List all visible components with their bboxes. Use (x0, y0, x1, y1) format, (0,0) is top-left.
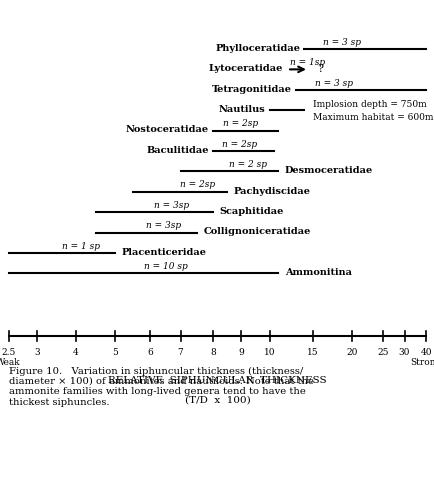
Text: n = 1 sp: n = 1 sp (62, 241, 100, 250)
Text: Nostoceratidae: Nostoceratidae (125, 125, 208, 134)
Text: n = 1sp: n = 1sp (290, 58, 325, 67)
Text: n = 3sp: n = 3sp (154, 200, 189, 209)
Text: Phylloceratidae: Phylloceratidae (215, 44, 299, 53)
Text: Desmoceratidae: Desmoceratidae (284, 166, 372, 175)
Text: n = 3 sp: n = 3 sp (322, 38, 360, 47)
Text: Baculitidae: Baculitidae (146, 145, 208, 154)
Text: n = 2sp: n = 2sp (180, 180, 214, 189)
Text: Placenticeridae: Placenticeridae (122, 247, 206, 257)
Text: Maximum habitat = 600m: Maximum habitat = 600m (312, 113, 433, 122)
Text: 10: 10 (263, 348, 275, 356)
Text: Weak: Weak (0, 357, 21, 366)
Text: (T/D  x  100): (T/D x 100) (184, 395, 250, 404)
Text: 20: 20 (346, 348, 357, 356)
Text: Nautilus: Nautilus (218, 105, 265, 114)
Text: ?: ? (317, 64, 323, 74)
Text: RELATIVE  SIPHUNCULAR  THICKNESS: RELATIVE SIPHUNCULAR THICKNESS (108, 375, 326, 384)
Text: 15: 15 (307, 348, 318, 356)
Text: 9: 9 (238, 348, 244, 356)
Text: n = 2sp: n = 2sp (222, 119, 257, 128)
Text: 30: 30 (398, 348, 409, 356)
Text: 7: 7 (177, 348, 183, 356)
Text: n = 2 sp: n = 2 sp (229, 160, 267, 169)
Text: 3: 3 (34, 348, 39, 356)
Text: 4: 4 (73, 348, 79, 356)
Text: Implosion depth = 750m: Implosion depth = 750m (312, 100, 426, 109)
Text: n = 10 sp: n = 10 sp (143, 262, 187, 271)
Text: 6: 6 (147, 348, 153, 356)
Text: 25: 25 (376, 348, 388, 356)
Text: Ammonitina: Ammonitina (284, 268, 351, 277)
Text: 2.5: 2.5 (1, 348, 16, 356)
Text: Strong: Strong (410, 357, 434, 366)
Text: Tetragonitidae: Tetragonitidae (211, 85, 291, 94)
Text: Lytoceratidae: Lytoceratidae (208, 64, 282, 73)
Text: 40: 40 (420, 348, 431, 356)
Text: Figure 10.   Variation in siphuncular thickness (thickness/
diameter × 100) of a: Figure 10. Variation in siphuncular thic… (9, 366, 313, 406)
Text: 8: 8 (210, 348, 216, 356)
Text: 5: 5 (112, 348, 118, 356)
Text: Collignoniceratidae: Collignoniceratidae (203, 227, 310, 236)
Text: Pachydiscidae: Pachydiscidae (233, 186, 310, 195)
Text: n = 3 sp: n = 3 sp (315, 78, 352, 87)
Text: Scaphitidae: Scaphitidae (219, 206, 283, 215)
Text: n = 2sp: n = 2sp (222, 139, 257, 148)
Text: n = 3sp: n = 3sp (146, 221, 181, 230)
